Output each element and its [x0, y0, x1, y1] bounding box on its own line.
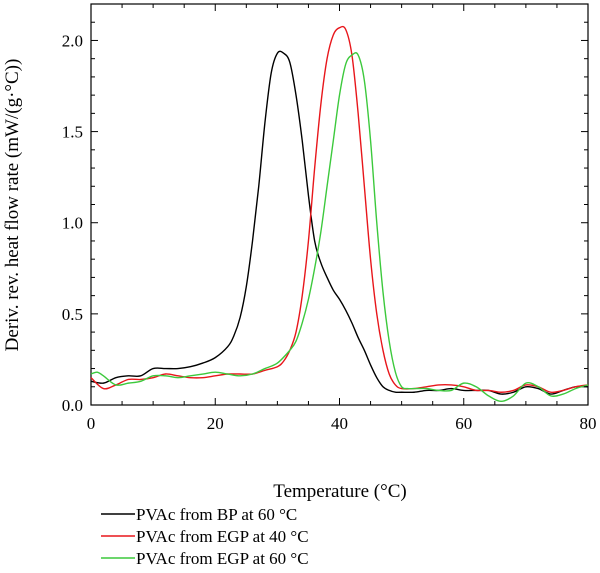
- y-tick-label: 1.0: [62, 214, 83, 233]
- legend-label-1: PVAc from BP at 60 °C: [136, 505, 297, 524]
- y-tick-label: 1.5: [62, 123, 83, 142]
- plot-frame: [90, 3, 589, 406]
- y-tick-label: 0.0: [62, 396, 83, 415]
- x-tick-label: 0: [87, 414, 96, 433]
- series-line-2: [90, 25, 589, 394]
- x-tick-label: 20: [207, 414, 224, 433]
- y-tick-label: 0.5: [62, 305, 83, 324]
- plot-area: [90, 3, 589, 406]
- x-tick-label: 40: [331, 414, 348, 433]
- x-tick-label: 80: [580, 414, 597, 433]
- legend: PVAc from BP at 60 °C PVAc from EGP at 40…: [101, 505, 309, 568]
- series-line-1: [90, 50, 589, 395]
- series-group: [90, 25, 589, 403]
- x-tick-label: 60: [455, 414, 472, 433]
- legend-label-3: PVAc from EGP at 60 °C: [136, 549, 309, 568]
- legend-label-2: PVAc from EGP at 40 °C: [136, 527, 309, 546]
- series-line-3: [90, 52, 589, 403]
- y-axis-title: Deriv. rev. heat flow rate (mW/(g·°C)): [2, 59, 23, 352]
- ticks-group: 0.0 0.5 1.0 1.5 2.0 0 20 40 60 80: [62, 4, 597, 433]
- x-axis-title: Temperature (°C): [273, 481, 406, 502]
- y-tick-label: 2.0: [62, 31, 83, 50]
